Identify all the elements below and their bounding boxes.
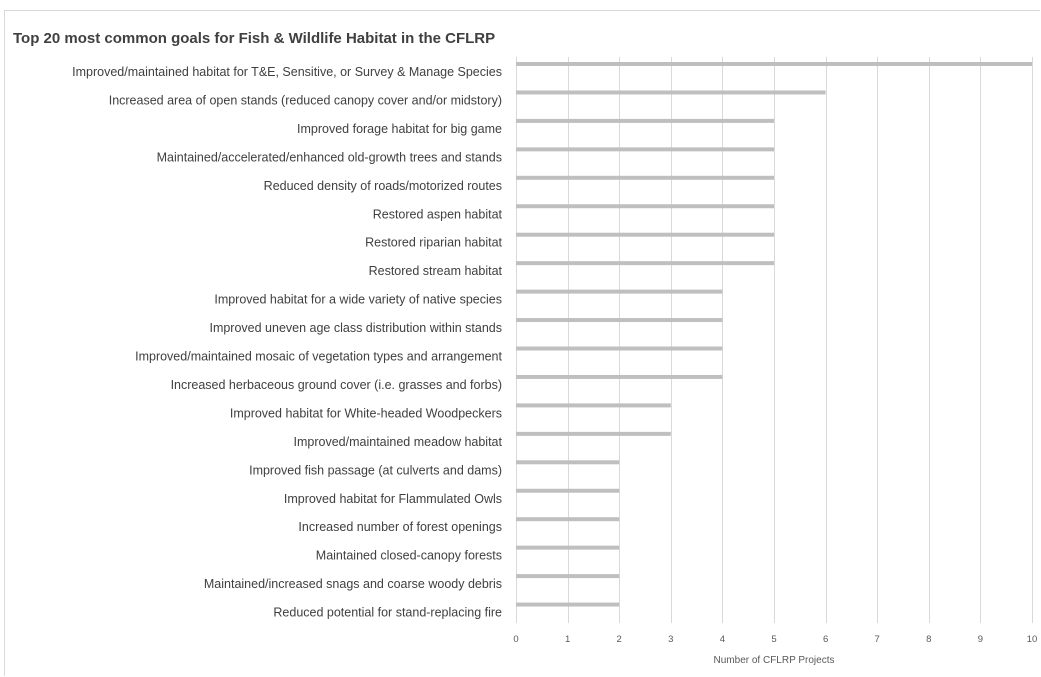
category-label: Improved habitat for White-headed Woodpe…: [230, 406, 502, 420]
category-label: Increased herbaceous ground cover (i.e. …: [171, 378, 502, 392]
bar: [516, 118, 774, 123]
x-tick-label: 9: [978, 634, 983, 645]
category-label: Improved/maintained habitat for T&E, Sen…: [72, 65, 502, 79]
category-label: Improved/maintained meadow habitat: [294, 435, 503, 449]
bar: [516, 90, 826, 95]
bar: [516, 62, 1032, 66]
bar: [516, 261, 774, 266]
x-tick-label: 4: [720, 634, 725, 645]
bar: [516, 175, 774, 180]
bar: [516, 545, 620, 550]
category-label: Restored riparian habitat: [365, 236, 502, 250]
category-label: Improved uneven age class distribution w…: [209, 321, 502, 335]
x-tick-labels: 0 1 2 3 4 5 6 7 8 9 10: [513, 634, 1037, 645]
x-tick-label: 3: [668, 634, 673, 645]
category-label: Improved fish passage (at culverts and d…: [249, 463, 502, 477]
bars: [516, 62, 1032, 607]
category-label: Improved habitat for a wide variety of n…: [214, 293, 502, 307]
bar: [516, 289, 723, 294]
bar: [516, 318, 723, 323]
x-tick-label: 5: [771, 634, 776, 645]
category-label: Maintained closed-canopy forests: [316, 549, 502, 563]
bar: [516, 403, 671, 408]
bar: [516, 147, 774, 152]
category-label: Restored stream habitat: [369, 264, 503, 278]
x-tick-label: 7: [875, 634, 880, 645]
bar: [516, 431, 671, 436]
x-tick-label: 6: [823, 634, 828, 645]
chart-frame: [4, 10, 1040, 676]
gridlines: [516, 57, 1033, 623]
x-tick-label: 1: [565, 634, 570, 645]
bar: [516, 232, 774, 237]
x-tick-label: 0: [513, 634, 518, 645]
x-tick-label: 8: [926, 634, 931, 645]
bar: [516, 488, 620, 493]
bar: [516, 204, 774, 209]
category-label: Improved/maintained mosaic of vegetation…: [135, 350, 502, 364]
category-label: Increased area of open stands (reduced c…: [109, 93, 502, 107]
category-label: Restored aspen habitat: [373, 207, 503, 221]
category-labels: Improved/maintained habitat for T&E, Sen…: [72, 65, 502, 620]
bar: [516, 374, 723, 379]
category-label: Maintained/accelerated/enhanced old-grow…: [157, 150, 502, 164]
bar: [516, 346, 723, 351]
x-tick-label: 2: [617, 634, 622, 645]
category-label: Improved forage habitat for big game: [297, 122, 502, 136]
category-label: Improved habitat for Flammulated Owls: [284, 492, 502, 506]
category-label: Increased number of forest openings: [298, 520, 502, 534]
x-axis-title: Number of CFLRP Projects: [714, 655, 835, 666]
bar: [516, 602, 620, 607]
category-label: Reduced density of roads/motorized route…: [264, 179, 502, 193]
x-tick-label: 10: [1027, 634, 1038, 645]
category-label: Reduced potential for stand-replacing fi…: [273, 606, 502, 620]
bar: [516, 574, 620, 579]
category-label: Maintained/increased snags and coarse wo…: [204, 577, 502, 591]
bar: [516, 460, 620, 465]
chart-title: Top 20 most common goals for Fish & Wild…: [13, 30, 495, 47]
bar: [516, 517, 620, 522]
